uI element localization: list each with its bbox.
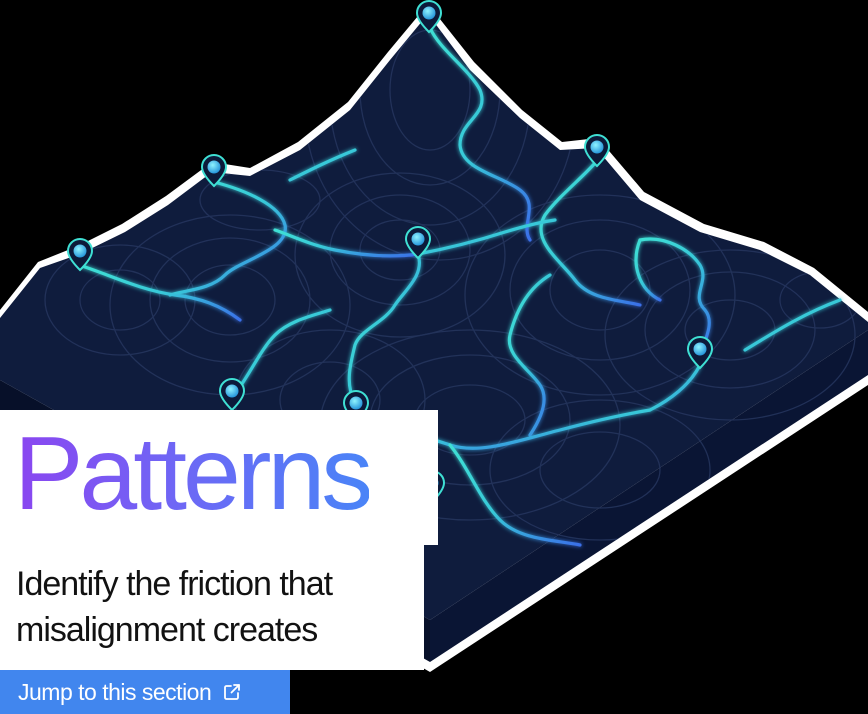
map-pin-icon[interactable] — [218, 378, 246, 412]
map-pin-icon[interactable] — [415, 0, 443, 34]
map-pin-icon[interactable] — [404, 226, 432, 260]
map-pin-icon[interactable] — [66, 238, 94, 272]
section-title: Patterns — [14, 412, 373, 536]
subtitle-panel: Identify the friction that misalignment … — [0, 545, 424, 670]
title-panel: Patterns — [0, 410, 438, 545]
section-subtitle: Identify the friction that misalignment … — [16, 565, 333, 649]
jump-to-section-button[interactable]: Jump to this section — [0, 670, 290, 714]
map-markers — [66, 0, 714, 504]
terrain-side-right — [430, 330, 868, 662]
external-link-icon — [224, 684, 241, 700]
map-pin-icon[interactable] — [583, 134, 611, 168]
map-pin-icon[interactable] — [200, 154, 228, 188]
jump-to-section-label: Jump to this section — [18, 678, 212, 705]
map-pin-icon[interactable] — [686, 336, 714, 370]
